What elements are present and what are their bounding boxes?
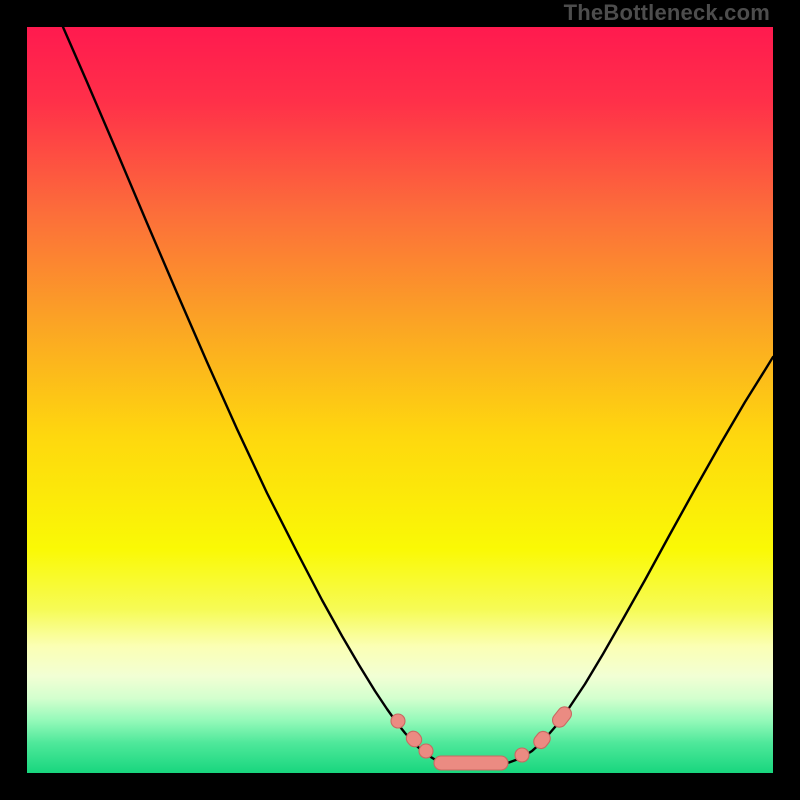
curve-marker — [419, 744, 433, 758]
bottleneck-curve-right — [477, 357, 773, 764]
bottleneck-curve-left — [63, 27, 477, 764]
curve-marker — [434, 756, 508, 770]
curve-marker — [391, 714, 405, 728]
watermark-text: TheBottleneck.com — [564, 0, 770, 26]
plot-area — [27, 27, 773, 773]
curves-layer — [27, 27, 773, 773]
curve-marker — [550, 704, 575, 730]
curve-marker — [515, 748, 529, 762]
chart-frame: TheBottleneck.com — [0, 0, 800, 800]
marker-group — [391, 704, 574, 770]
